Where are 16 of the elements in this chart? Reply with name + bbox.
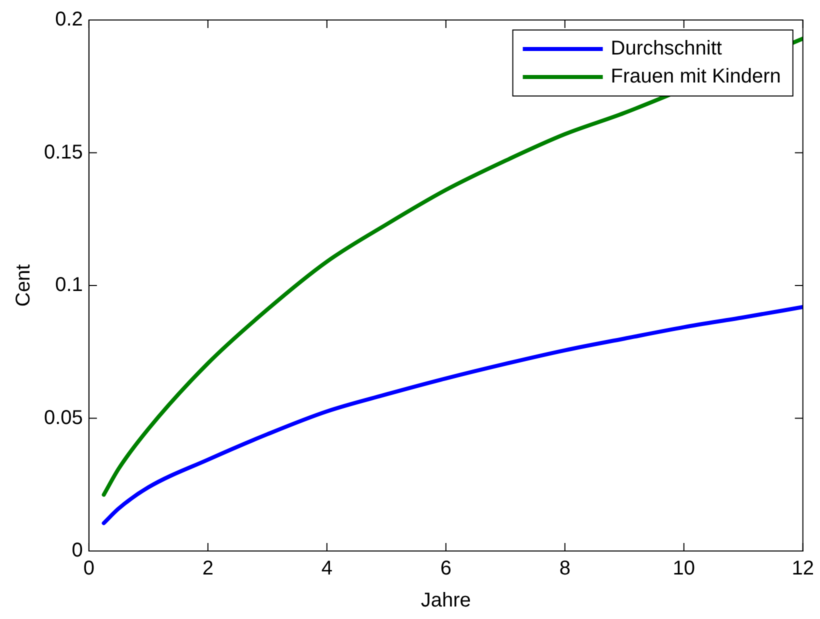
x-tick-label: 12 [792, 558, 814, 580]
line-series [102, 305, 803, 526]
y-tick-label: 0.2 [55, 8, 83, 31]
y-tick-label: 0 [72, 540, 83, 562]
y-axis-title: Cent [12, 264, 35, 307]
x-tick-label: 2 [202, 558, 214, 580]
x-tick-label: 6 [440, 558, 452, 580]
x-tick-label: 10 [672, 558, 696, 580]
x-axis-title: Jahre [420, 590, 471, 612]
y-tick-label: 0.05 [44, 406, 83, 429]
y-tick-label: 0.15 [44, 141, 83, 164]
legend-label: Frauen mit Kindern [610, 66, 781, 88]
x-tick-label: 4 [321, 558, 332, 580]
legend-label: Durchschnitt [610, 38, 722, 60]
x-tick-label: 8 [559, 558, 570, 580]
y-tick-label: 0.1 [55, 274, 83, 296]
